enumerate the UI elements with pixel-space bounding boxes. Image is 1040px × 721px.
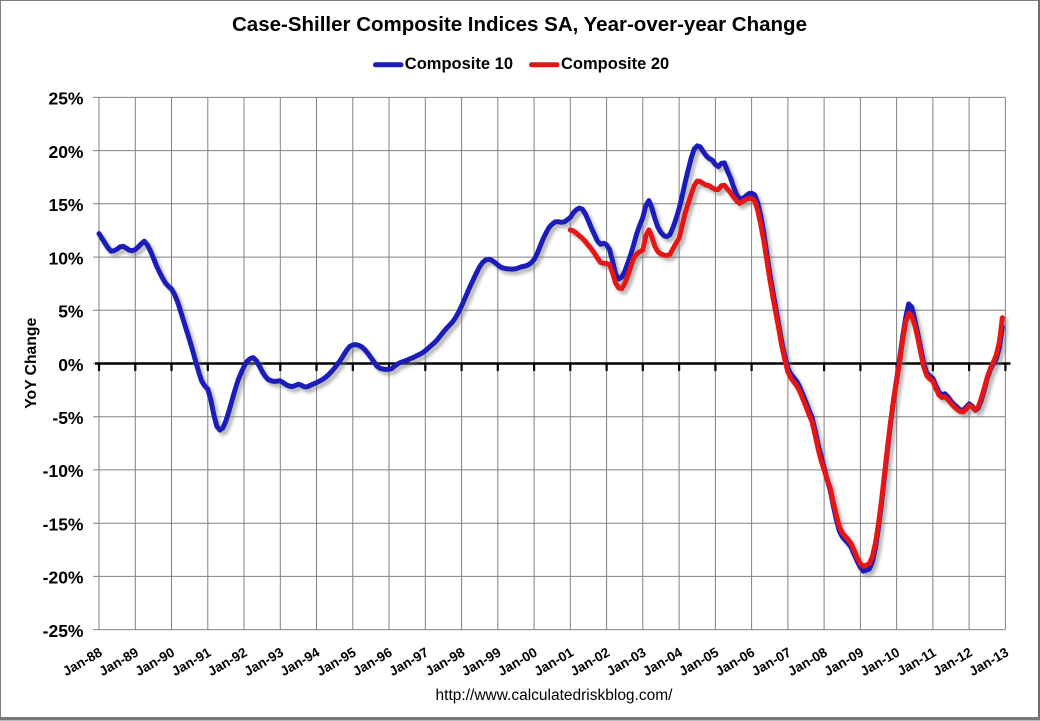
- svg-text:-20%: -20%: [43, 568, 84, 588]
- svg-text:-10%: -10%: [43, 461, 84, 481]
- svg-text:Composite 10: Composite 10: [405, 55, 513, 73]
- svg-text:Composite 20: Composite 20: [561, 55, 669, 73]
- svg-text:Jan-05: Jan-05: [677, 644, 722, 679]
- svg-text:Jan-03: Jan-03: [604, 644, 649, 679]
- svg-text:Jan-96: Jan-96: [350, 644, 395, 679]
- svg-text:Jan-89: Jan-89: [96, 645, 141, 679]
- svg-text:Jan-01: Jan-01: [531, 644, 576, 679]
- svg-text:Jan-91: Jan-91: [169, 644, 214, 679]
- svg-text:Jan-09: Jan-09: [822, 645, 867, 679]
- svg-text:Jan-92: Jan-92: [205, 645, 250, 679]
- svg-text:Jan-02: Jan-02: [568, 645, 613, 679]
- svg-text:15%: 15%: [48, 195, 83, 215]
- svg-text:Jan-06: Jan-06: [713, 644, 758, 679]
- svg-text:Jan-93: Jan-93: [241, 644, 286, 679]
- svg-text:Jan-04: Jan-04: [640, 644, 685, 679]
- svg-text:Jan-07: Jan-07: [749, 645, 794, 679]
- svg-text:Jan-88: Jan-88: [60, 644, 105, 679]
- svg-text:Jan-90: Jan-90: [133, 645, 178, 679]
- svg-text:Jan-97: Jan-97: [386, 645, 431, 679]
- svg-text:Jan-08: Jan-08: [785, 644, 830, 679]
- svg-text:Jan-94: Jan-94: [278, 644, 323, 679]
- svg-text:Jan-11: Jan-11: [895, 644, 939, 678]
- svg-text:0%: 0%: [58, 355, 84, 375]
- svg-text:5%: 5%: [58, 302, 84, 322]
- svg-text:Jan-00: Jan-00: [495, 645, 540, 679]
- svg-text:Jan-95: Jan-95: [314, 644, 359, 679]
- svg-text:-25%: -25%: [43, 621, 84, 641]
- svg-text:Jan-99: Jan-99: [459, 645, 504, 679]
- svg-text:-15%: -15%: [43, 515, 84, 535]
- svg-text:25%: 25%: [48, 89, 83, 109]
- svg-text:-5%: -5%: [52, 408, 84, 428]
- svg-text:Jan-12: Jan-12: [930, 645, 975, 679]
- svg-text:YoY Change: YoY Change: [23, 318, 40, 409]
- svg-text:10%: 10%: [48, 248, 83, 268]
- svg-text:Case-Shiller Composite Indices: Case-Shiller Composite Indices SA, Year-…: [232, 13, 807, 36]
- svg-text:http://www.calculatedriskblog.: http://www.calculatedriskblog.com/: [436, 687, 674, 704]
- svg-text:Jan-13: Jan-13: [967, 644, 1012, 679]
- svg-text:Jan-10: Jan-10: [858, 645, 903, 679]
- svg-text:20%: 20%: [48, 142, 83, 162]
- svg-text:Jan-98: Jan-98: [423, 644, 468, 679]
